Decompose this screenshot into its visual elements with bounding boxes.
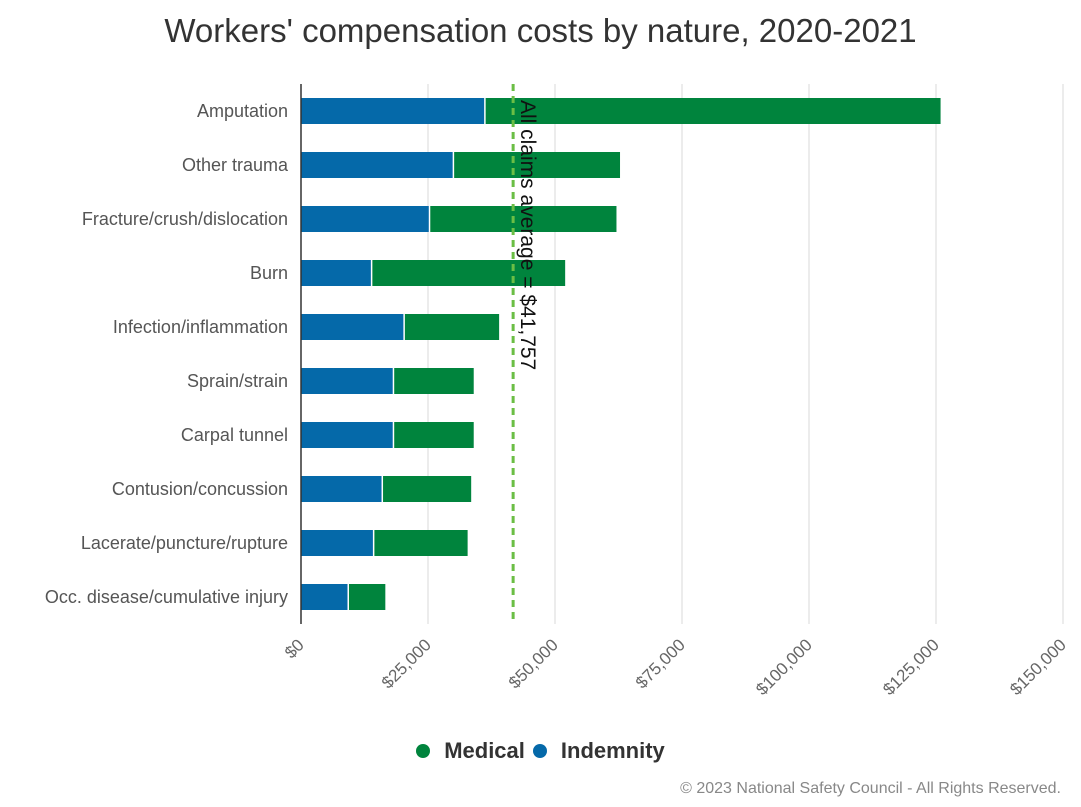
legend-item-medical[interactable]: Medical	[416, 738, 525, 764]
average-reference-label: All claims average = $41,757	[516, 100, 539, 370]
y-category-label: Occ. disease/cumulative injury	[45, 587, 288, 607]
y-category-label: Fracture/crush/dislocation	[82, 209, 288, 229]
bar-medical	[373, 530, 468, 556]
copyright-notice: © 2023 National Safety Council - All Rig…	[680, 780, 1061, 797]
bar-medical	[453, 152, 621, 178]
legend: Medical Indemnity	[0, 738, 1081, 764]
bar-medical	[429, 206, 617, 232]
bar-medical	[404, 314, 500, 340]
x-tick-label: $25,000	[378, 635, 435, 692]
y-category-label: Infection/inflammation	[113, 317, 288, 337]
bar-indemnity	[301, 584, 349, 610]
bar-indemnity	[301, 476, 383, 502]
bar-indemnity	[301, 260, 372, 286]
chart-title: Workers' compensation costs by nature, 2…	[164, 12, 917, 49]
x-tick-label: $125,000	[879, 635, 943, 699]
x-tick-label: $150,000	[1006, 635, 1070, 699]
bar-indemnity	[301, 530, 374, 556]
y-category-label: Other trauma	[182, 155, 289, 175]
bar-medical	[393, 368, 474, 394]
legend-item-indemnity[interactable]: Indemnity	[532, 738, 665, 764]
y-category-label: Lacerate/puncture/rupture	[81, 533, 288, 553]
bar-medical	[382, 476, 472, 502]
x-tick-label: $50,000	[505, 635, 562, 692]
bar-medical	[484, 98, 941, 124]
x-tick-label: $75,000	[632, 635, 689, 692]
x-tick-label: $100,000	[752, 635, 816, 699]
bar-indemnity	[301, 98, 485, 124]
bar-indemnity	[301, 314, 405, 340]
bar-indemnity	[301, 206, 430, 232]
bar-medical	[393, 422, 474, 448]
bar-indemnity	[301, 152, 454, 178]
bar-medical	[371, 260, 566, 286]
y-category-label: Amputation	[197, 101, 288, 121]
y-category-label: Contusion/concussion	[112, 479, 288, 499]
y-category-label: Burn	[250, 263, 288, 283]
legend-marker-indemnity	[532, 744, 547, 758]
y-category-label: Sprain/strain	[187, 371, 288, 391]
legend-label-indemnity: Indemnity	[560, 738, 665, 763]
bar-indemnity	[301, 368, 394, 394]
legend-marker-medical	[416, 744, 431, 758]
y-category-label: Carpal tunnel	[181, 425, 288, 445]
x-tick-label: $0	[281, 635, 308, 662]
legend-label-medical: Medical	[444, 738, 525, 763]
bar-medical	[348, 584, 386, 610]
bar-indemnity	[301, 422, 394, 448]
